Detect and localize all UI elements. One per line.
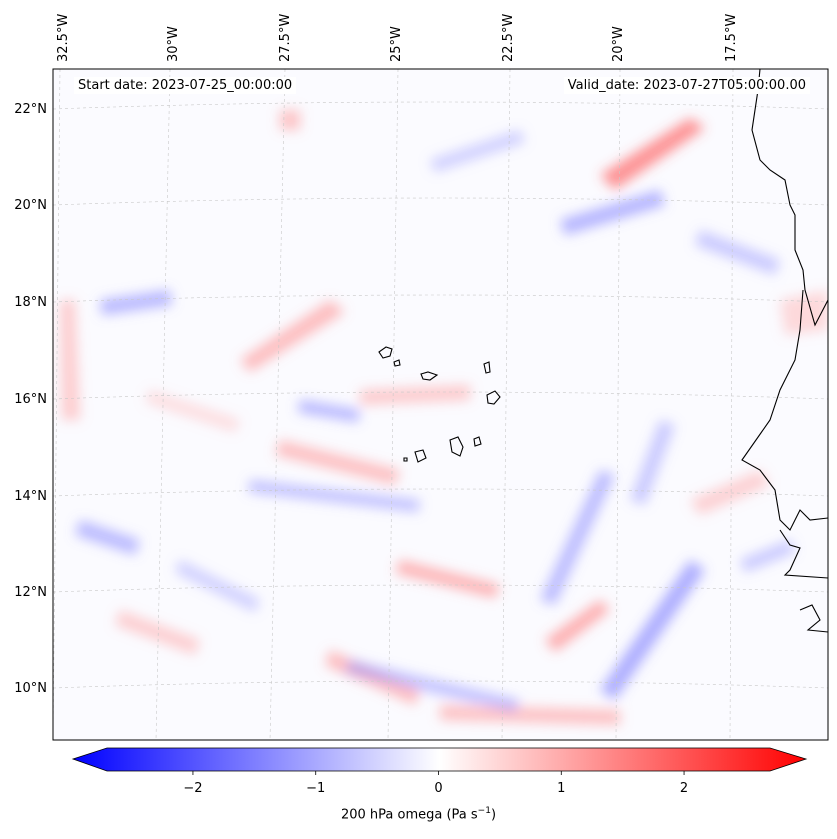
lat-label: 16°N [14, 392, 47, 407]
lon-label: 32.5°W [56, 14, 71, 62]
gridlines [52, 68, 829, 741]
colorbar-tick-label: 0 [434, 781, 442, 796]
map-panel: 32.5°W 30°W 27.5°W 25°W 22.5°W 20°W 17.5… [14, 14, 829, 741]
lon-label: 30°W [166, 26, 181, 62]
colorbar-label-exponent: −1 [477, 806, 491, 816]
lon-label: 25°W [389, 26, 404, 62]
lat-label: 10°N [14, 681, 47, 696]
longitude-labels: 32.5°W 30°W 27.5°W 25°W 22.5°W 20°W 17.5… [56, 14, 739, 62]
colorbar-tick-label: −1 [306, 781, 325, 796]
valid-date-label: Valid_date: 2023-07-27T05:00:00.00 [563, 77, 810, 94]
latitude-labels: 22°N 20°N 18°N 16°N 14°N 12°N 10°N [14, 102, 47, 696]
colorbar-tick-label: 1 [557, 781, 565, 796]
start-date-label: Start date: 2023-07-25_00:00:00 [74, 77, 297, 94]
colorbar-label-close: ) [490, 807, 497, 823]
lat-label: 12°N [14, 585, 47, 600]
colorbar-tick-label: −2 [183, 781, 202, 796]
colorbar-label: 200 hPa omega (Pa s−1) [0, 806, 837, 822]
lat-label: 20°N [14, 198, 47, 213]
map-frame [52, 68, 829, 741]
lat-label: 22°N [14, 102, 47, 117]
lon-label: 22.5°W [501, 14, 516, 62]
omega-field [60, 110, 828, 725]
lat-label: 14°N [14, 489, 47, 504]
colorbar-bar [71, 747, 808, 772]
colorbar-label-text: 200 hPa omega (Pa s [340, 807, 478, 823]
cape-verde-islands [378, 346, 501, 463]
lon-label: 17.5°W [724, 14, 739, 62]
coastlines [741, 69, 828, 633]
lat-label: 18°N [14, 295, 47, 310]
colorbar-tick-label: 2 [680, 781, 688, 796]
colorbar: −2 −1 0 1 2 [71, 747, 808, 796]
colorbar-ticks: −2 −1 0 1 2 [183, 771, 688, 796]
lon-label: 27.5°W [278, 14, 293, 62]
lon-label: 20°W [611, 26, 626, 62]
